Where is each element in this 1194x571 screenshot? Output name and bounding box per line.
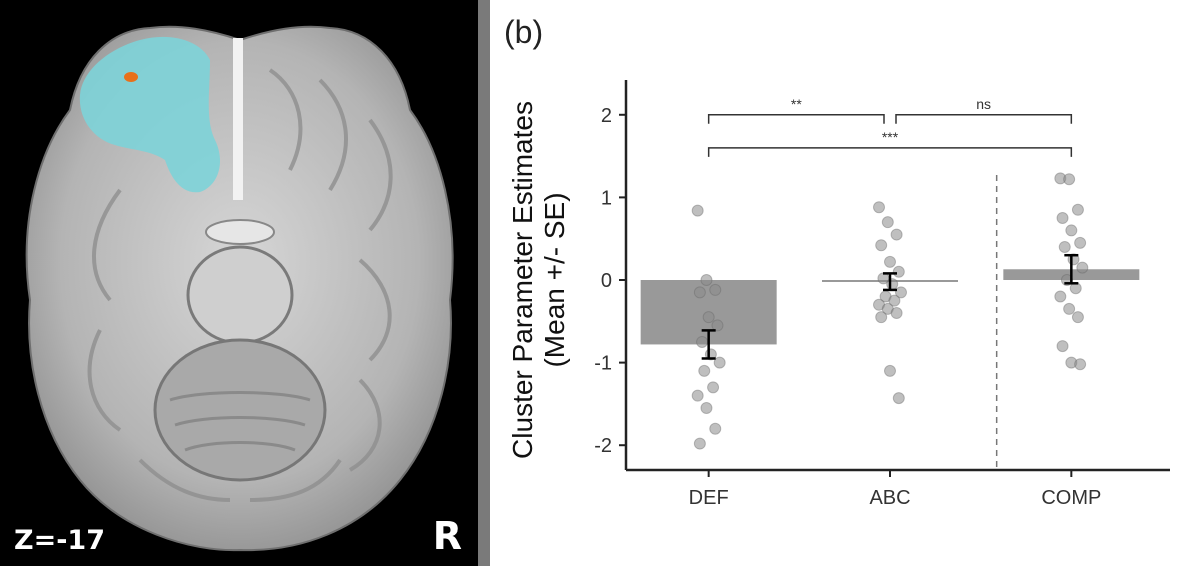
brain-slice-panel: Z=-17 R [0,0,478,566]
x-tick-label-COMP: COMP [1041,487,1101,509]
x-tick-label-ABC: ABC [869,487,910,509]
data-point-DEF-8 [713,356,726,369]
data-point-DEF-10 [707,381,720,394]
x-tick-label-DEF: DEF [689,487,729,509]
data-point-COMP-3 [1056,212,1069,225]
cluster-overlay [79,36,220,193]
y-tick-label-1: -1 [594,353,612,375]
data-point-COMP-1 [1063,173,1076,186]
chart-panel: -2 -1 0 1 2 Cluster Parameter Estimates (Mean … [490,0,1194,566]
y-tick-label-3: 1 [601,187,612,209]
data-point-DEF-5 [711,319,724,332]
y-axis-label-line-2: (Mean +/- SE) [539,192,570,367]
data-point-COMP-14 [1056,340,1069,353]
data-point-COMP-6 [1058,240,1071,253]
significance-bracket-DEF-ABC [707,114,885,124]
y-axis-label-line-1: Cluster Parameter Estimates [507,101,538,459]
data-point-ABC-4 [884,255,896,268]
panel-divider [478,0,490,566]
data-point-DEF-6 [696,335,709,348]
panel-label: (b) [504,14,544,50]
data-point-COMP-4 [1065,224,1078,237]
significance-label-ABC-COMP: ns [976,96,991,112]
data-point-ABC-13 [890,307,903,320]
data-point-DEF-13 [709,422,722,435]
data-point-COMP-2 [1071,203,1084,216]
data-point-DEF-9 [698,364,711,377]
data-point-ABC-2 [890,228,903,241]
data-point-DEF-3 [693,286,706,299]
significance-label-DEF-ABC: ** [791,96,802,112]
orientation-label: R [432,514,462,558]
significance-label-DEF-COMP: *** [882,129,899,145]
y-tick-label-2: 0 [601,270,612,292]
data-point-COMP-16 [1074,358,1087,371]
data-point-DEF-14 [693,437,706,450]
data-point-ABC-3 [875,239,888,252]
data-point-ABC-7 [886,278,899,291]
data-point-DEF-11 [691,389,704,402]
bar-chart: -2 -1 0 1 2 Cluster Parameter Estimates (Mean … [507,80,1170,509]
data-point-ABC-0 [873,201,885,214]
data-point-COMP-13 [1071,311,1084,324]
y-tick-label-4: 2 [601,105,612,127]
data-point-DEF-2 [709,283,722,296]
significance-bracket-DEF-COMP [707,147,1073,157]
gyri-texture [87,68,393,502]
data-point-DEF-0 [691,204,704,217]
data-point-ABC-10 [888,294,901,307]
peak-voxel [124,72,138,82]
data-point-ABC-14 [875,311,888,324]
data-point-COMP-5 [1074,236,1087,249]
data-point-COMP-12 [1063,302,1076,315]
data-point-COMP-11 [1054,290,1067,303]
slice-coordinate-label: Z=-17 [14,525,105,556]
y-tick-label-0: -2 [594,435,612,457]
data-point-DEF-1 [700,274,713,286]
brain-axial-slice-image [25,25,454,552]
midbrain-structures [153,219,327,482]
data-point-DEF-4 [702,311,715,324]
data-point-DEF-12 [700,402,713,415]
data-point-COMP-8 [1076,261,1089,274]
significance-bracket-ABC-COMP [895,114,1073,124]
data-point-ABC-8 [895,286,907,299]
data-point-ABC-1 [881,216,894,229]
data-point-ABC-15 [884,364,896,377]
data-point-ABC-5 [892,265,905,278]
data-point-ABC-16 [892,392,905,405]
